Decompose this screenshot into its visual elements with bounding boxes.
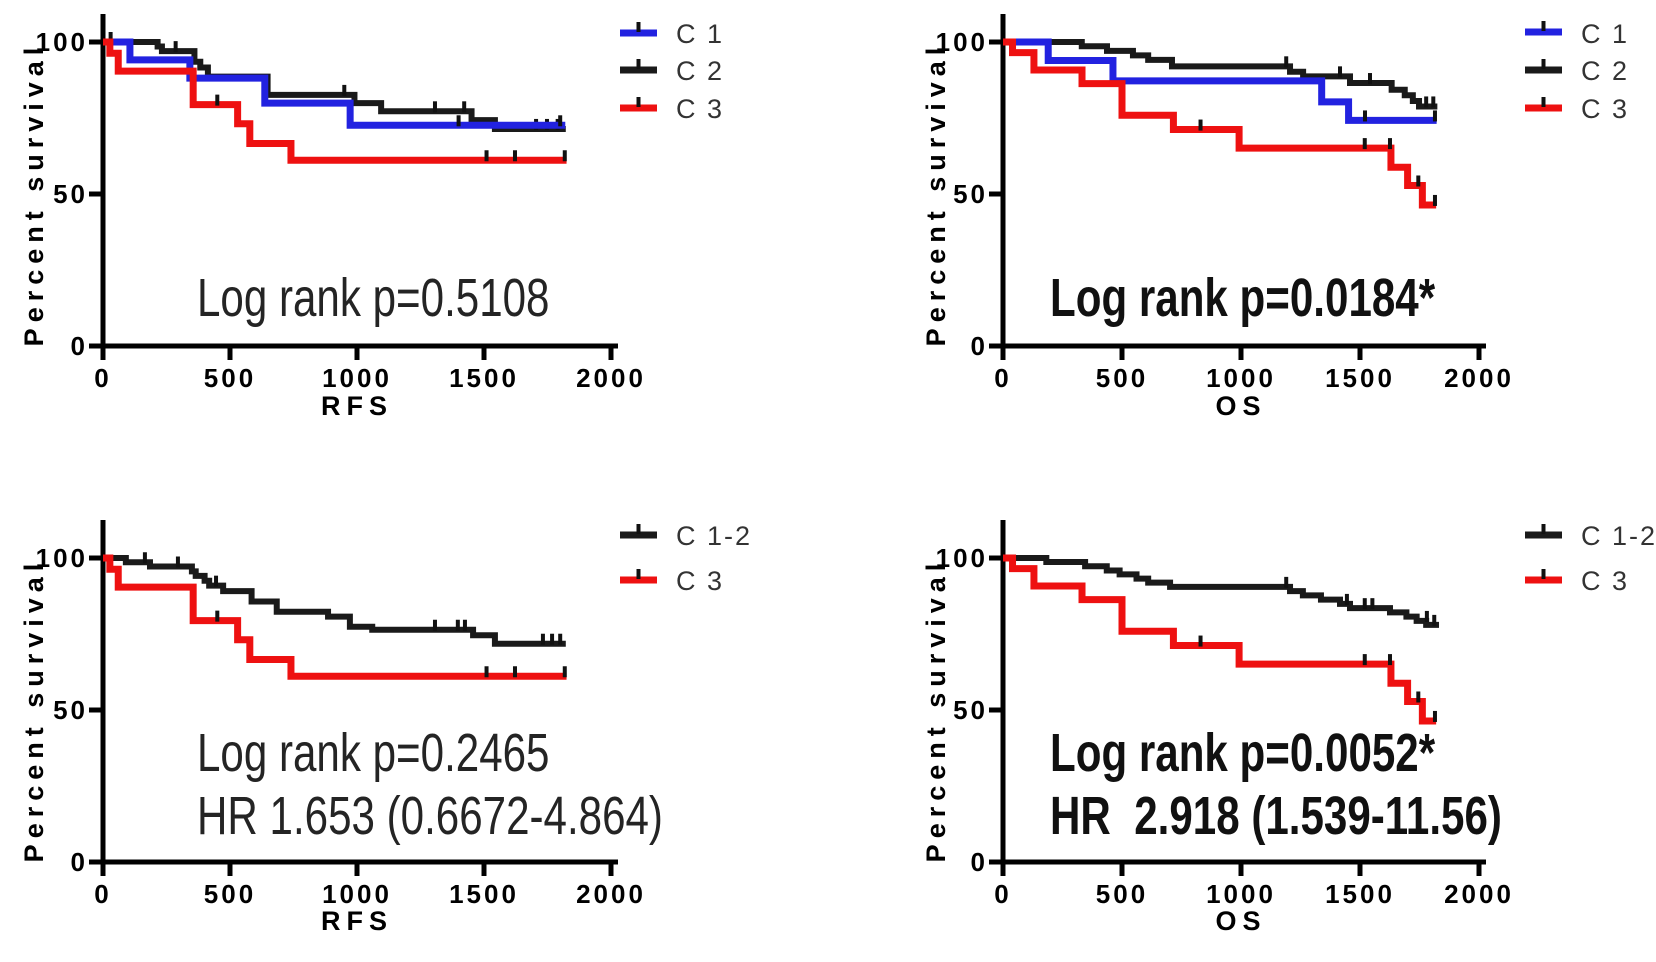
censor-tick: [342, 84, 347, 96]
censor-tick: [484, 666, 489, 678]
censor-tick: [1362, 138, 1367, 150]
legend-key-censor-tick: [1541, 97, 1546, 107]
survival-curve-c3: [1003, 554, 1437, 725]
censor-tick: [540, 633, 545, 645]
legend-key-censor-tick: [1541, 21, 1546, 31]
censor-tick: [456, 115, 461, 127]
censor-tick: [1431, 96, 1436, 108]
legend-key-censor-tick: [1541, 59, 1546, 69]
censor-tick: [550, 633, 555, 645]
legend-key-censor-tick: [1541, 569, 1546, 579]
censor-tick: [432, 619, 437, 631]
censor-tick: [1432, 110, 1437, 122]
censor-tick: [1370, 598, 1375, 610]
survival-curve-c1-2: [103, 555, 566, 647]
survival-curve-c3: [1003, 38, 1437, 209]
survival-curve-c1: [103, 38, 566, 129]
censor-tick: [1387, 654, 1392, 666]
survival-curve-c1-2: [1003, 555, 1440, 628]
censor-tick: [512, 150, 517, 162]
censor-tick: [215, 94, 220, 106]
censor-tick: [562, 150, 567, 162]
censor-tick: [1416, 175, 1421, 187]
survival-curve-c2: [1003, 39, 1438, 110]
censor-tick: [1338, 66, 1343, 78]
censor-tick: [1424, 610, 1429, 622]
censor-tick: [1344, 593, 1349, 605]
legend-key-censor-tick: [636, 569, 641, 579]
censor-tick: [484, 150, 489, 162]
censor-tick: [462, 619, 467, 631]
censor-tick: [1432, 710, 1437, 722]
censor-tick: [562, 666, 567, 678]
censor-tick: [1387, 138, 1392, 150]
censor-tick: [432, 101, 437, 113]
censor-tick: [1284, 576, 1289, 588]
censor-tick: [1432, 194, 1437, 206]
legend-key-censor-tick: [1541, 524, 1546, 534]
censor-tick: [455, 619, 460, 631]
censor-tick: [175, 556, 180, 568]
censor-tick: [173, 41, 178, 53]
censor-tick: [1432, 614, 1437, 626]
censor-tick: [462, 101, 467, 113]
censor-tick: [1198, 119, 1203, 131]
censor-tick: [512, 666, 517, 678]
censor-tick: [558, 633, 563, 645]
censor-tick: [1362, 110, 1367, 122]
censor-tick: [1416, 691, 1421, 703]
censor-tick: [1284, 56, 1289, 68]
legend-key-censor-tick: [636, 59, 641, 69]
censor-tick: [558, 115, 563, 127]
censor-tick: [1362, 598, 1367, 610]
legend-key-censor-tick: [636, 524, 641, 534]
censor-tick: [215, 610, 220, 622]
censor-tick: [1367, 73, 1372, 85]
legend-key-censor-tick: [636, 22, 641, 32]
censor-tick: [142, 552, 147, 564]
censor-tick: [108, 32, 113, 43]
censor-tick: [1362, 654, 1367, 666]
legend-key-censor-tick: [636, 97, 641, 107]
survival-curve-c2: [103, 39, 566, 132]
censor-tick: [214, 575, 219, 587]
censor-tick: [1424, 96, 1429, 108]
survival-curve-c1: [1003, 38, 1437, 124]
censor-tick: [1198, 635, 1203, 647]
